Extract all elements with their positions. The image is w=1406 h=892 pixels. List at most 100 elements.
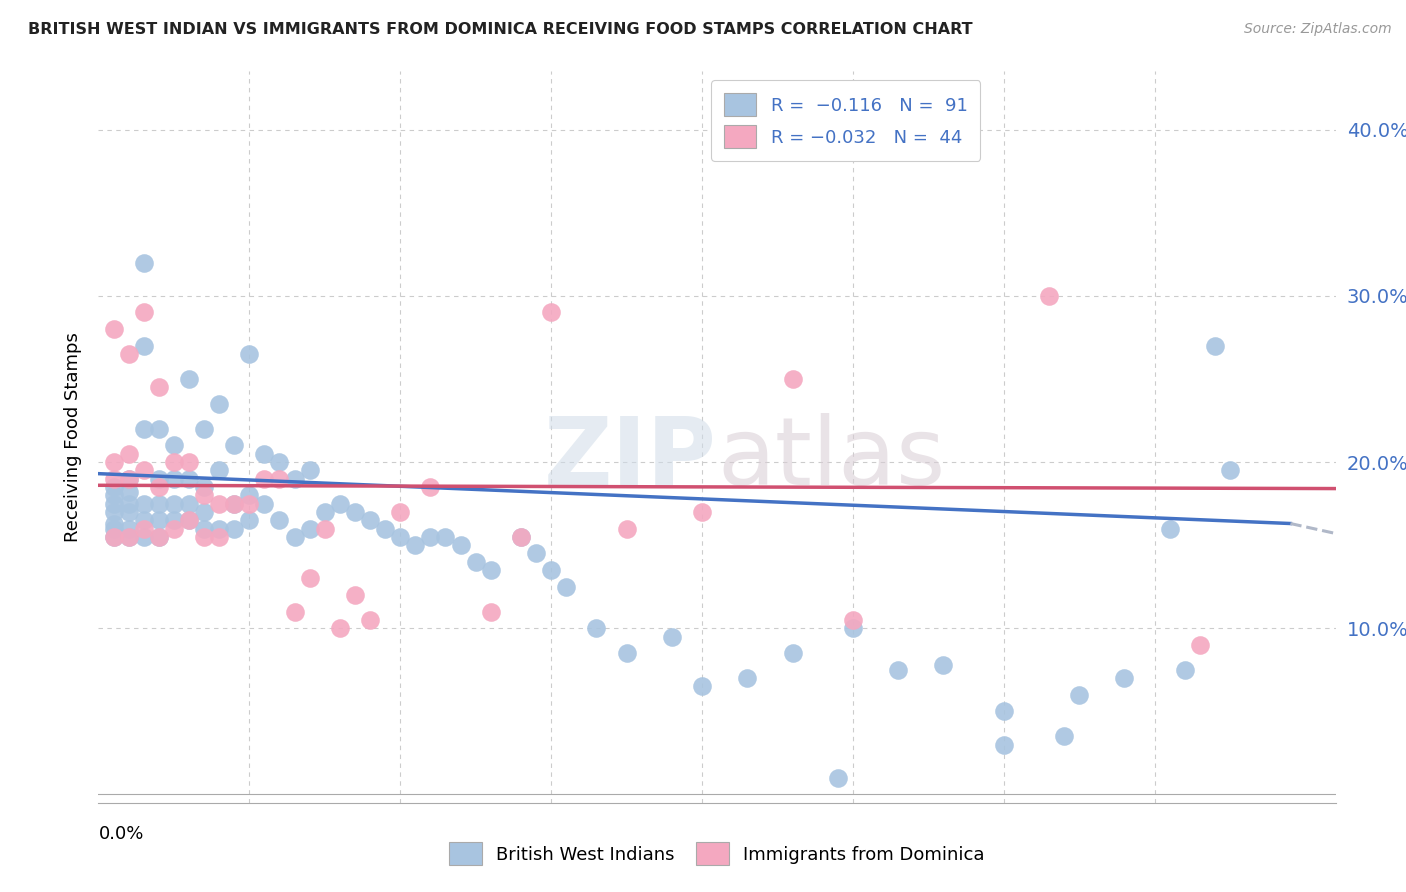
Point: [117, 497, 139, 511]
Point: [132, 422, 155, 436]
Point: [163, 455, 186, 469]
Point: [117, 472, 139, 486]
Point: [314, 521, 336, 535]
Point: [616, 521, 638, 535]
Point: [690, 505, 713, 519]
Point: [117, 485, 139, 500]
Point: [132, 255, 155, 269]
Point: [132, 530, 155, 544]
Point: [690, 680, 713, 694]
Point: [117, 530, 139, 544]
Point: [117, 472, 139, 486]
Point: [842, 613, 865, 627]
Point: [827, 771, 849, 785]
Point: [103, 322, 125, 336]
Point: [148, 530, 170, 544]
Point: [238, 488, 260, 502]
Point: [117, 530, 139, 544]
Point: [208, 521, 231, 535]
Point: [224, 521, 246, 535]
Point: [374, 521, 396, 535]
Point: [163, 497, 186, 511]
Point: [479, 605, 502, 619]
Point: [479, 563, 502, 577]
Point: [148, 480, 170, 494]
Point: [148, 497, 170, 511]
Point: [163, 472, 186, 486]
Point: [1114, 671, 1136, 685]
Point: [163, 513, 186, 527]
Point: [343, 505, 366, 519]
Point: [329, 621, 352, 635]
Point: [1204, 338, 1226, 352]
Point: [148, 530, 170, 544]
Point: [103, 455, 125, 469]
Point: [103, 497, 125, 511]
Point: [103, 530, 125, 544]
Point: [117, 447, 139, 461]
Point: [1219, 463, 1241, 477]
Point: [389, 505, 412, 519]
Point: [1159, 521, 1181, 535]
Point: [148, 513, 170, 527]
Point: [238, 497, 260, 511]
Point: [284, 605, 307, 619]
Legend: British West Indians, Immigrants from Dominica: British West Indians, Immigrants from Do…: [437, 830, 997, 878]
Text: atlas: atlas: [717, 413, 945, 505]
Point: [117, 521, 139, 535]
Point: [782, 646, 804, 660]
Point: [132, 463, 155, 477]
Point: [1069, 688, 1091, 702]
Point: [193, 505, 215, 519]
Point: [238, 347, 260, 361]
Point: [329, 497, 352, 511]
Point: [103, 530, 125, 544]
Point: [993, 738, 1015, 752]
Point: [163, 521, 186, 535]
Point: [359, 513, 381, 527]
Point: [148, 472, 170, 486]
Point: [117, 347, 139, 361]
Text: Source: ZipAtlas.com: Source: ZipAtlas.com: [1244, 22, 1392, 37]
Point: [616, 646, 638, 660]
Point: [103, 516, 125, 531]
Point: [298, 521, 321, 535]
Point: [238, 513, 260, 527]
Point: [177, 455, 200, 469]
Point: [509, 530, 531, 544]
Point: [343, 588, 366, 602]
Point: [284, 530, 307, 544]
Point: [932, 657, 955, 672]
Point: [359, 613, 381, 627]
Point: [132, 338, 155, 352]
Point: [117, 505, 139, 519]
Point: [661, 630, 683, 644]
Y-axis label: Receiving Food Stamps: Receiving Food Stamps: [63, 332, 82, 542]
Point: [208, 497, 231, 511]
Point: [269, 472, 291, 486]
Point: [208, 463, 231, 477]
Point: [842, 621, 865, 635]
Point: [177, 513, 200, 527]
Point: [103, 505, 125, 519]
Point: [177, 513, 200, 527]
Text: 0.0%: 0.0%: [98, 825, 143, 843]
Point: [208, 397, 231, 411]
Point: [103, 480, 125, 494]
Point: [419, 480, 441, 494]
Point: [450, 538, 472, 552]
Point: [103, 521, 125, 535]
Point: [253, 472, 276, 486]
Point: [555, 580, 578, 594]
Point: [434, 530, 457, 544]
Point: [148, 422, 170, 436]
Point: [735, 671, 758, 685]
Point: [269, 455, 291, 469]
Text: ZIP: ZIP: [544, 413, 717, 505]
Point: [419, 530, 441, 544]
Point: [208, 530, 231, 544]
Point: [163, 438, 186, 452]
Point: [177, 497, 200, 511]
Point: [132, 497, 155, 511]
Point: [993, 705, 1015, 719]
